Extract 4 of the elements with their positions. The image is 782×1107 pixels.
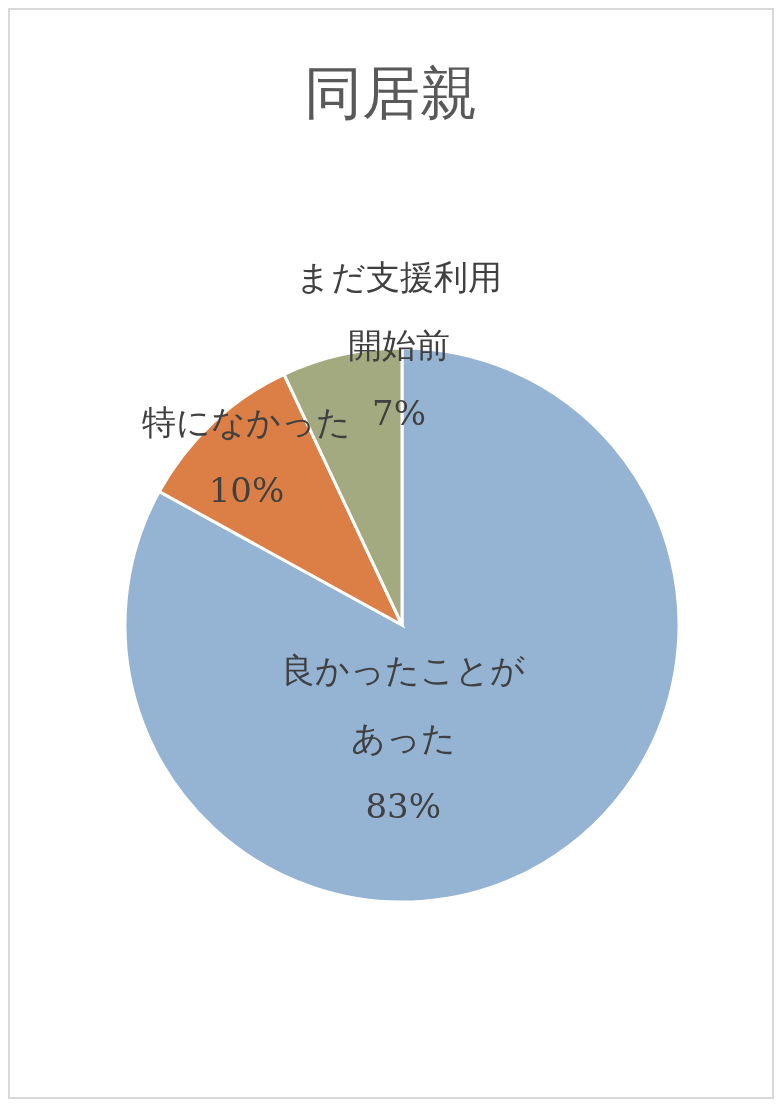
data-label: 83% <box>365 786 442 827</box>
slice-label: 良かったことがあった <box>281 650 526 759</box>
chart-title: 同居親 <box>303 58 479 129</box>
data-label: 10% <box>208 470 285 511</box>
